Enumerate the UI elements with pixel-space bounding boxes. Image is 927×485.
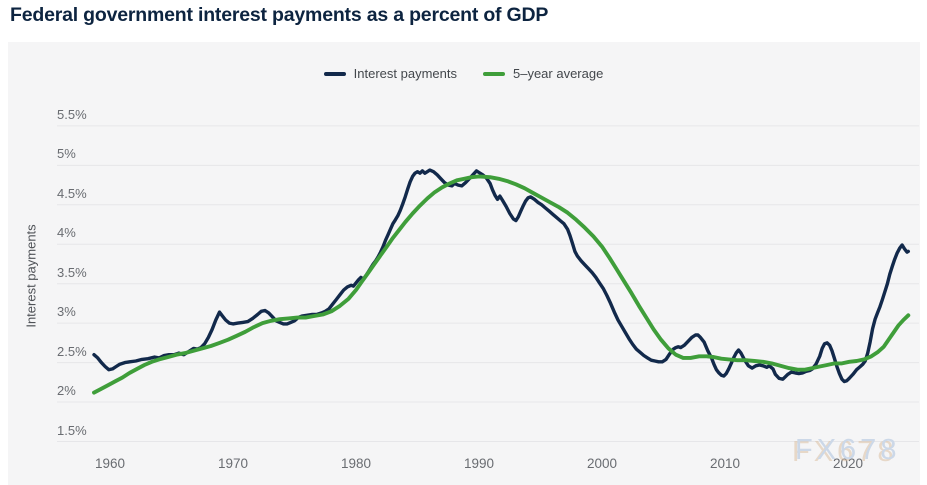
x-tick-label: 2020 (832, 456, 864, 471)
legend-swatch-green (482, 71, 505, 76)
plot-panel (8, 42, 920, 485)
y-axis-title: Interest payments (23, 224, 39, 328)
x-tick-label: 2000 (586, 456, 618, 471)
watermark: FX678 (795, 434, 901, 466)
legend-label: 5–year average (512, 66, 604, 81)
y-tick-label: 5% (57, 146, 76, 162)
legend-swatch-navy (323, 71, 346, 76)
x-tick-label: 1970 (217, 456, 249, 471)
legend-label: Interest payments (353, 66, 457, 81)
x-tick-label: 2010 (709, 456, 741, 471)
chart-title: Federal government interest payments as … (10, 4, 549, 26)
x-tick-label: 1990 (463, 456, 495, 471)
legend-item-5-year-average: 5–year average (482, 66, 604, 81)
y-tick-label: 4.5% (57, 185, 87, 201)
x-tick-label: 1980 (340, 456, 372, 471)
x-tick-label: 1960 (94, 456, 126, 471)
series-line-interest-payments (92, 168, 910, 384)
y-tick-label: 3% (57, 304, 76, 320)
y-tick-label: 4% (57, 225, 76, 241)
y-tick-label: 1.5% (57, 422, 87, 438)
legend: Interest payments 5–year average (0, 66, 927, 81)
series-line-5-year-average (92, 174, 911, 395)
y-tick-label: 2% (57, 383, 76, 399)
legend-item-interest-payments: Interest payments (323, 66, 457, 81)
y-tick-label: 3.5% (57, 264, 87, 280)
y-tick-label: 5.5% (57, 106, 87, 122)
y-tick-label: 2.5% (57, 343, 87, 359)
